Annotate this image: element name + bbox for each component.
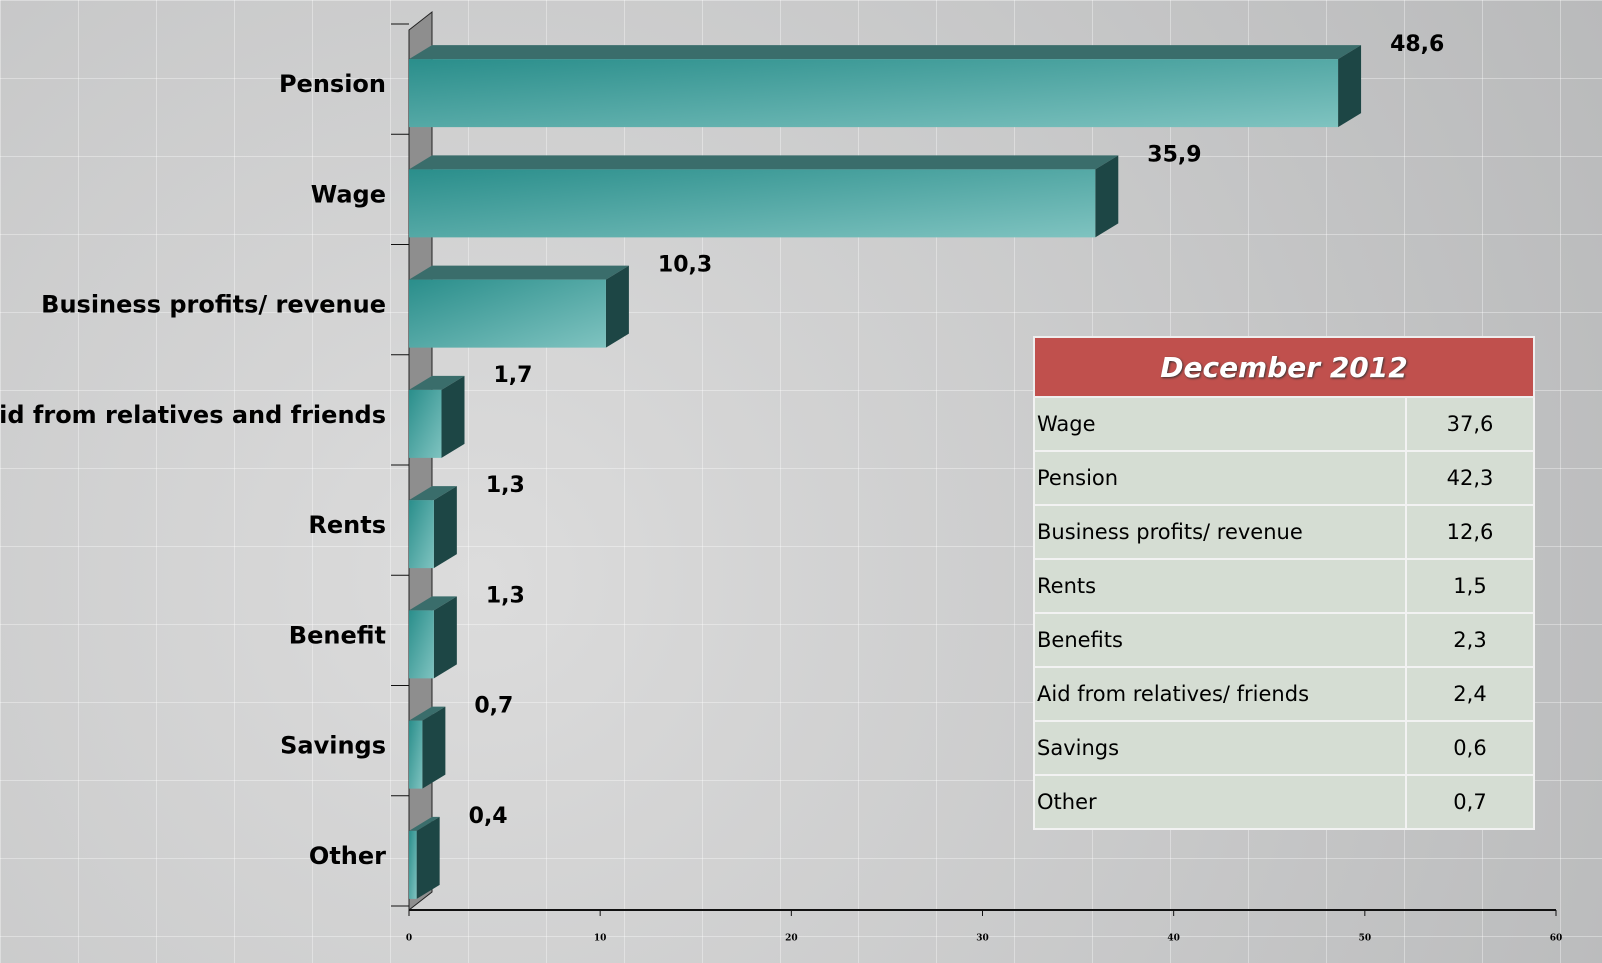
table-label: Rents [1034,559,1406,613]
category-label: Savings [280,732,386,760]
category-label: Benefit [289,621,386,649]
bar [409,169,1095,237]
bar-top [409,45,1361,59]
bar [409,59,1338,127]
category-label: Business profits/ revenue [41,291,386,319]
table-label: Other [1034,775,1406,829]
bar-side [441,376,464,458]
table-label: Benefits [1034,613,1406,667]
value-label: 1,7 [493,363,532,388]
bar-top [409,266,629,280]
value-label: 48,6 [1390,32,1444,57]
value-label: 35,9 [1147,142,1201,167]
table-value: 42,3 [1406,451,1534,505]
bar [409,390,441,458]
table-label: Aid from relatives/ friends [1034,667,1406,721]
bar [409,610,434,678]
value-label: 0,4 [469,804,508,829]
bar-side [1095,155,1118,237]
bar [409,831,417,899]
category-label: Rents [308,511,386,539]
bar-top [409,155,1118,169]
category-label: Aid from relatives and friends [0,401,386,429]
table-value: 12,6 [1406,505,1534,559]
x-tick-label: 10 [594,934,607,944]
table-title: December 2012 [1034,337,1534,397]
table-value: 2,4 [1406,667,1534,721]
table-value: 0,7 [1406,775,1534,829]
table-label: Savings [1034,721,1406,775]
table-value: 1,5 [1406,559,1534,613]
category-label: Other [309,842,386,870]
bar [409,280,606,348]
bar-side [434,486,457,568]
bar-side [1338,45,1361,127]
x-tick-label: 30 [976,934,989,944]
x-tick-label: 40 [1167,934,1180,944]
table-value: 0,6 [1406,721,1534,775]
bar-side [422,707,445,789]
category-label: Wage [311,180,386,208]
page: 0 10 20 30 40 50 60 48,6 Pension 35,9 Wage 10,3 Busi… [0,0,1602,963]
x-tick-label: 50 [1359,934,1372,944]
value-label: 1,3 [486,583,525,608]
table-value: 2,3 [1406,613,1534,667]
table-label: Wage [1034,397,1406,451]
x-tick-label: 60 [1550,934,1563,944]
x-tick-label: 0 [406,934,412,944]
bar [409,500,434,568]
bar [409,721,422,789]
bar-side [417,817,440,899]
value-label: 1,3 [486,473,525,498]
table-header: December 2012 [1034,337,1534,397]
table-label: Business profits/ revenue [1034,505,1406,559]
bar-side [606,266,629,348]
table-value: 37,6 [1406,397,1534,451]
bar-side [434,596,457,678]
table-label: Pension [1034,451,1406,505]
value-label: 10,3 [658,253,712,278]
value-label: 0,7 [474,694,513,719]
x-tick-label: 20 [785,934,798,944]
category-label: Pension [279,70,386,98]
